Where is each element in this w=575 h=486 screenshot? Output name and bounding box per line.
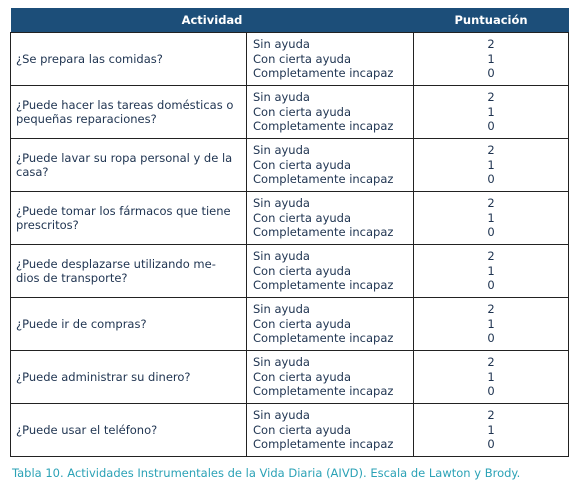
option-label: Sin ayuda (253, 249, 310, 264)
option-score: 1 (487, 210, 495, 225)
options: Sin ayuda Con cierta ayuda Completamente i… (245, 138, 415, 192)
option-label: Sin ayuda (253, 90, 310, 105)
table-container: Actividad Puntuación ¿Se prepara las com… (10, 8, 570, 457)
question: ¿Puede desplazarse utilizando me-dios de… (10, 244, 247, 298)
option-label: Con cierta ayuda (253, 263, 352, 278)
table-row: ¿Puede administrar su dinero? Sin ayuda Co… (10, 350, 570, 404)
table-row: ¿Puede tomar los fármacos que tiene pres… (10, 191, 570, 245)
option-score: 2 (487, 90, 495, 105)
option-label: Con cierta ayuda (253, 157, 352, 172)
options: Sin ayuda Con cierta ayuda Completamente i… (245, 350, 415, 404)
table: Actividad Puntuación ¿Se prepara las com… (10, 8, 570, 457)
question: ¿Puede lavar su ropa personal y de la ca… (10, 138, 247, 192)
table-row: ¿Puede lavar su ropa personal y de la ca… (10, 138, 570, 192)
question: ¿Puede usar el teléfono? (10, 403, 247, 457)
option-label: Con cierta ayuda (253, 51, 352, 66)
option-label: Completamente incapaz (253, 384, 394, 399)
option-score: 0 (487, 172, 495, 187)
option-score: 0 (487, 384, 495, 399)
options: Sin ayuda Con cierta ayuda Completamente i… (245, 191, 415, 245)
option-label: Sin ayuda (253, 408, 310, 423)
header-activity: Actividad (10, 8, 414, 33)
option-score: 0 (487, 331, 495, 346)
option-label: Con cierta ayuda (253, 316, 352, 331)
option-score: 1 (487, 369, 495, 384)
table-row: ¿Puede hacer las tareas domésticas o peq… (10, 85, 570, 139)
question: ¿Puede tomar los fármacos que tiene pres… (10, 191, 247, 245)
option-score: 2 (487, 37, 495, 52)
table-row: ¿Se prepara las comidas? Sin ayuda Con cie… (10, 32, 570, 86)
options: Sin ayuda Con cierta ayuda Completamente i… (245, 297, 415, 351)
option-label: Completamente incapaz (253, 437, 394, 452)
option-score: 1 (487, 422, 495, 437)
caption: Tabla 10. Actividades Instrumentales de … (12, 466, 521, 480)
option-label: Sin ayuda (253, 355, 310, 370)
table-body: ¿Se prepara las comidas? Sin ayuda Con cie… (10, 32, 570, 457)
option-score: 2 (487, 355, 495, 370)
option-score: 1 (487, 51, 495, 66)
question: ¿Puede hacer las tareas domésticas o peq… (10, 85, 247, 139)
option-label: Completamente incapaz (253, 331, 394, 346)
option-score: 2 (487, 302, 495, 317)
options: Sin ayuda Con cierta ayuda Completamente i… (245, 403, 415, 457)
options: Sin ayuda Con cierta ayuda Completamente i… (245, 32, 415, 86)
option-label: Completamente incapaz (253, 66, 394, 81)
option-score: 1 (487, 263, 495, 278)
option-score: 0 (487, 278, 495, 293)
option-score: 0 (487, 66, 495, 81)
table-row: ¿Puede usar el teléfono? Sin ayuda Con cie… (10, 403, 570, 457)
option-score: 2 (487, 196, 495, 211)
option-label: Completamente incapaz (253, 225, 394, 240)
table-row: ¿Puede desplazarse utilizando me-dios de… (10, 244, 570, 298)
option-label: Completamente incapaz (253, 278, 394, 293)
option-score: 0 (487, 119, 495, 134)
option-score: 2 (487, 143, 495, 158)
question: ¿Puede ir de compras? (10, 297, 247, 351)
option-label: Sin ayuda (253, 302, 310, 317)
option-label: Completamente incapaz (253, 119, 394, 134)
question: ¿Puede administrar su dinero? (10, 350, 247, 404)
option-score: 1 (487, 104, 495, 119)
option-label: Completamente incapaz (253, 172, 394, 187)
question: ¿Se prepara las comidas? (10, 32, 247, 86)
option-score: 0 (487, 437, 495, 452)
option-label: Sin ayuda (253, 143, 310, 158)
option-score: 1 (487, 316, 495, 331)
option-label: Con cierta ayuda (253, 104, 352, 119)
option-score: 1 (487, 157, 495, 172)
option-label: Con cierta ayuda (253, 422, 352, 437)
option-score: 2 (487, 408, 495, 423)
option-label: Sin ayuda (253, 37, 310, 52)
option-label: Con cierta ayuda (253, 210, 352, 225)
option-score: 2 (487, 249, 495, 264)
option-score: 0 (487, 225, 495, 240)
option-label: Con cierta ayuda (253, 369, 352, 384)
options: Sin ayuda Con cierta ayuda Completamente i… (245, 244, 415, 298)
header-row: Actividad Puntuación (10, 8, 569, 33)
options: Sin ayuda Con cierta ayuda Completamente i… (245, 85, 415, 139)
option-label: Sin ayuda (253, 196, 310, 211)
header-score: Puntuación (413, 8, 569, 33)
table-row: ¿Puede ir de compras? Sin ayuda Con cierta… (10, 297, 570, 351)
